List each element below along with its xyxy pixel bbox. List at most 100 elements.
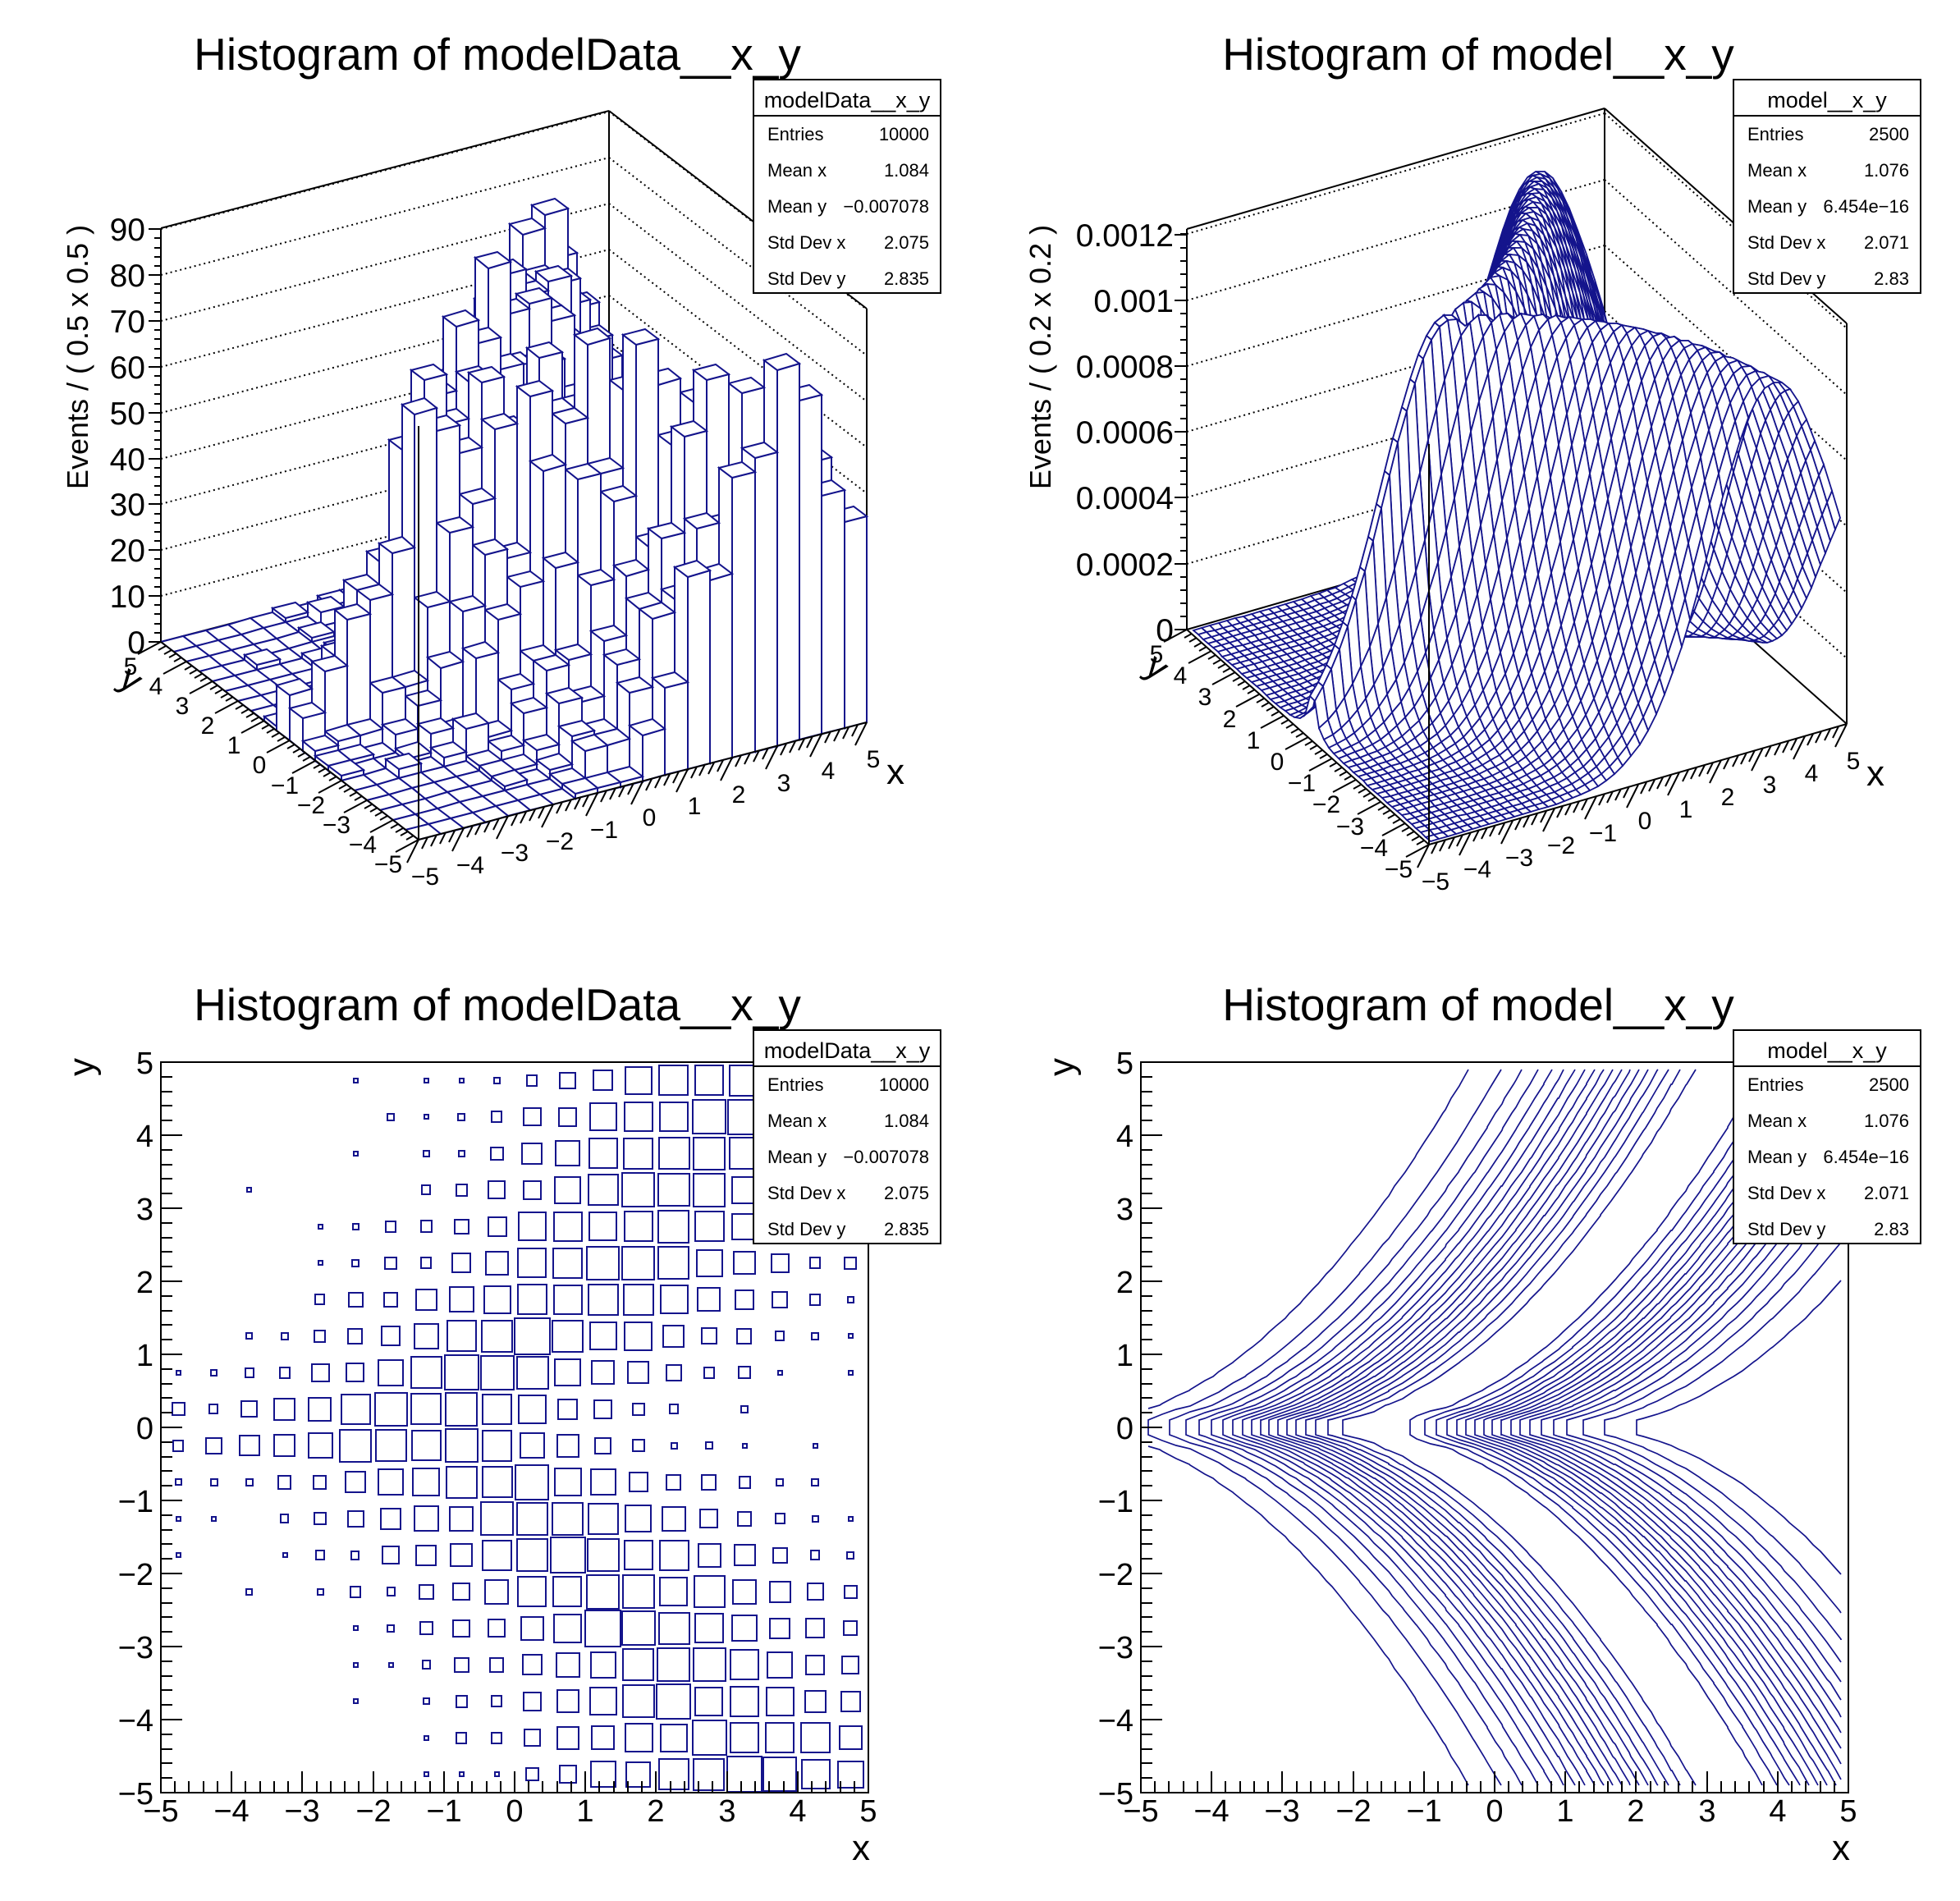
svg-text:50: 50 (110, 396, 145, 432)
svg-text:Std Dev x: Std Dev x (1747, 1183, 1825, 1203)
svg-text:−1: −1 (118, 1485, 153, 1519)
svg-text:5: 5 (124, 653, 138, 680)
svg-text:5: 5 (1847, 748, 1861, 775)
svg-text:2.071: 2.071 (1864, 232, 1909, 253)
svg-text:−3: −3 (1264, 1794, 1299, 1829)
svg-text:4: 4 (1769, 1794, 1786, 1829)
svg-text:−5: −5 (374, 851, 402, 878)
svg-text:−1: −1 (590, 817, 618, 844)
svg-text:Entries: Entries (1747, 124, 1803, 144)
svg-text:Std Dev y: Std Dev y (1747, 1219, 1825, 1239)
svg-text:−2: −2 (546, 828, 574, 855)
svg-text:2: 2 (1223, 706, 1237, 733)
svg-text:2.075: 2.075 (884, 1183, 929, 1203)
svg-text:−3: −3 (1505, 845, 1533, 872)
svg-text:−0.007078: −0.007078 (843, 1147, 929, 1167)
svg-text:2: 2 (1721, 784, 1735, 811)
svg-text:2.075: 2.075 (884, 232, 929, 253)
svg-text:2.83: 2.83 (1874, 1219, 1909, 1239)
svg-text:2500: 2500 (1869, 124, 1909, 144)
svg-text:4: 4 (1116, 1120, 1133, 1154)
svg-text:5: 5 (867, 746, 881, 773)
svg-text:5: 5 (136, 1047, 153, 1081)
svg-text:Mean y: Mean y (767, 1147, 827, 1167)
svg-text:x: x (1866, 754, 1884, 794)
svg-text:Mean x: Mean x (1747, 160, 1807, 181)
svg-text:1: 1 (1679, 796, 1693, 823)
svg-text:x: x (1832, 1828, 1850, 1868)
svg-text:−1: −1 (1589, 820, 1617, 847)
svg-text:Std Dev x: Std Dev x (1747, 232, 1825, 253)
svg-text:2: 2 (1116, 1266, 1133, 1300)
svg-text:−4: −4 (213, 1794, 249, 1829)
svg-text:Mean x: Mean x (767, 1111, 827, 1131)
svg-text:−5: −5 (1098, 1777, 1133, 1812)
svg-text:−2: −2 (118, 1558, 153, 1592)
svg-text:0.0002: 0.0002 (1076, 547, 1174, 583)
svg-text:2: 2 (1627, 1794, 1644, 1829)
svg-text:modelData__x_y: modelData__x_y (764, 88, 931, 112)
svg-text:y: y (62, 1058, 102, 1076)
svg-text:0.0004: 0.0004 (1076, 481, 1174, 516)
svg-text:−2: −2 (355, 1794, 391, 1829)
svg-text:80: 80 (110, 259, 145, 294)
svg-text:3: 3 (1763, 772, 1777, 799)
svg-text:0.0006: 0.0006 (1076, 415, 1174, 451)
svg-text:−4: −4 (118, 1704, 153, 1738)
svg-text:2: 2 (732, 781, 746, 808)
svg-text:Histogram of modelData__x_y: Histogram of modelData__x_y (194, 29, 801, 80)
svg-text:−5: −5 (1422, 868, 1449, 896)
svg-text:2: 2 (647, 1794, 664, 1829)
svg-text:Std Dev x: Std Dev x (767, 1183, 845, 1203)
svg-text:−3: −3 (284, 1794, 319, 1829)
svg-text:40: 40 (110, 442, 145, 478)
svg-text:−5: −5 (118, 1777, 153, 1812)
svg-text:−1: −1 (1288, 770, 1316, 797)
svg-text:Std Dev y: Std Dev y (767, 268, 845, 289)
svg-text:y: y (1042, 1058, 1082, 1076)
svg-text:−4: −4 (1360, 835, 1388, 862)
svg-text:−2: −2 (297, 792, 325, 819)
svg-text:0.001: 0.001 (1093, 284, 1174, 319)
svg-text:10000: 10000 (879, 124, 929, 144)
svg-text:Std Dev y: Std Dev y (1747, 268, 1825, 289)
svg-text:10000: 10000 (879, 1074, 929, 1095)
svg-text:−4: −4 (1193, 1794, 1229, 1829)
svg-text:3: 3 (136, 1193, 153, 1227)
svg-text:3: 3 (1198, 684, 1212, 711)
svg-text:3: 3 (777, 770, 791, 797)
svg-text:−5: −5 (143, 1794, 178, 1829)
svg-text:−1: −1 (1098, 1485, 1133, 1519)
svg-text:1.076: 1.076 (1864, 1111, 1909, 1131)
svg-text:Entries: Entries (1747, 1074, 1803, 1095)
svg-text:0: 0 (506, 1794, 523, 1829)
svg-text:3: 3 (176, 693, 190, 720)
svg-text:0: 0 (1638, 808, 1652, 835)
svg-text:−4: −4 (1098, 1704, 1133, 1738)
svg-text:x: x (886, 752, 904, 792)
svg-text:−3: −3 (323, 812, 350, 839)
svg-text:Events / ( 0.2 x 0.2 ): Events / ( 0.2 x 0.2 ) (1024, 225, 1057, 489)
svg-text:0: 0 (253, 752, 267, 779)
svg-text:5: 5 (859, 1794, 877, 1829)
svg-text:4: 4 (822, 758, 836, 785)
svg-text:1.076: 1.076 (1864, 160, 1909, 181)
svg-text:90: 90 (110, 213, 145, 248)
svg-text:Std Dev y: Std Dev y (767, 1219, 845, 1239)
svg-text:0: 0 (643, 804, 657, 831)
svg-text:2.071: 2.071 (1864, 1183, 1909, 1203)
svg-text:4: 4 (1805, 760, 1819, 787)
svg-text:−0.007078: −0.007078 (843, 196, 929, 217)
svg-text:30: 30 (110, 488, 145, 523)
svg-text:−3: −3 (118, 1631, 153, 1665)
svg-text:−2: −2 (1312, 791, 1340, 818)
svg-text:6.454e−16: 6.454e−16 (1823, 196, 1909, 217)
svg-text:x: x (852, 1828, 870, 1868)
svg-text:60: 60 (110, 350, 145, 386)
svg-text:2.835: 2.835 (884, 1219, 929, 1239)
svg-text:3: 3 (718, 1794, 735, 1829)
svg-text:1: 1 (136, 1339, 153, 1373)
svg-text:4: 4 (149, 673, 163, 700)
svg-text:model__x_y: model__x_y (1767, 88, 1887, 112)
svg-text:0: 0 (136, 1412, 153, 1446)
